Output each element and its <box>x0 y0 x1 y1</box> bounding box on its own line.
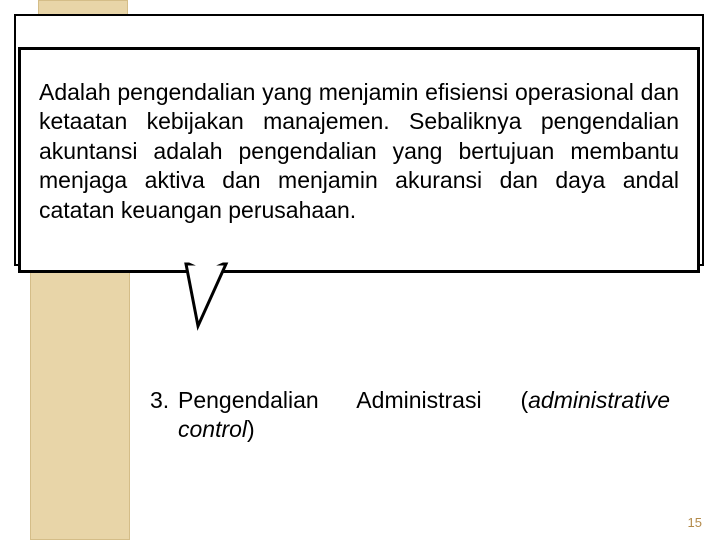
callout-inner-box: Adalah pengendalian yang menjamin efisie… <box>18 47 700 273</box>
list-prefix: Pengendalian Administrasi ( <box>178 387 528 413</box>
page-number: 15 <box>688 515 702 530</box>
numbered-list: 3. Pengendalian Administrasi (administra… <box>150 386 670 445</box>
callout-text: Adalah pengendalian yang menjamin efisie… <box>39 78 679 225</box>
callout-tail <box>180 262 232 326</box>
list-body: Pengendalian Administrasi (administrativ… <box>178 386 670 445</box>
list-suffix: ) <box>247 416 255 442</box>
decorative-side-strip <box>30 250 130 540</box>
list-number: 3. <box>150 386 178 445</box>
list-item-3: 3. Pengendalian Administrasi (administra… <box>150 386 670 445</box>
